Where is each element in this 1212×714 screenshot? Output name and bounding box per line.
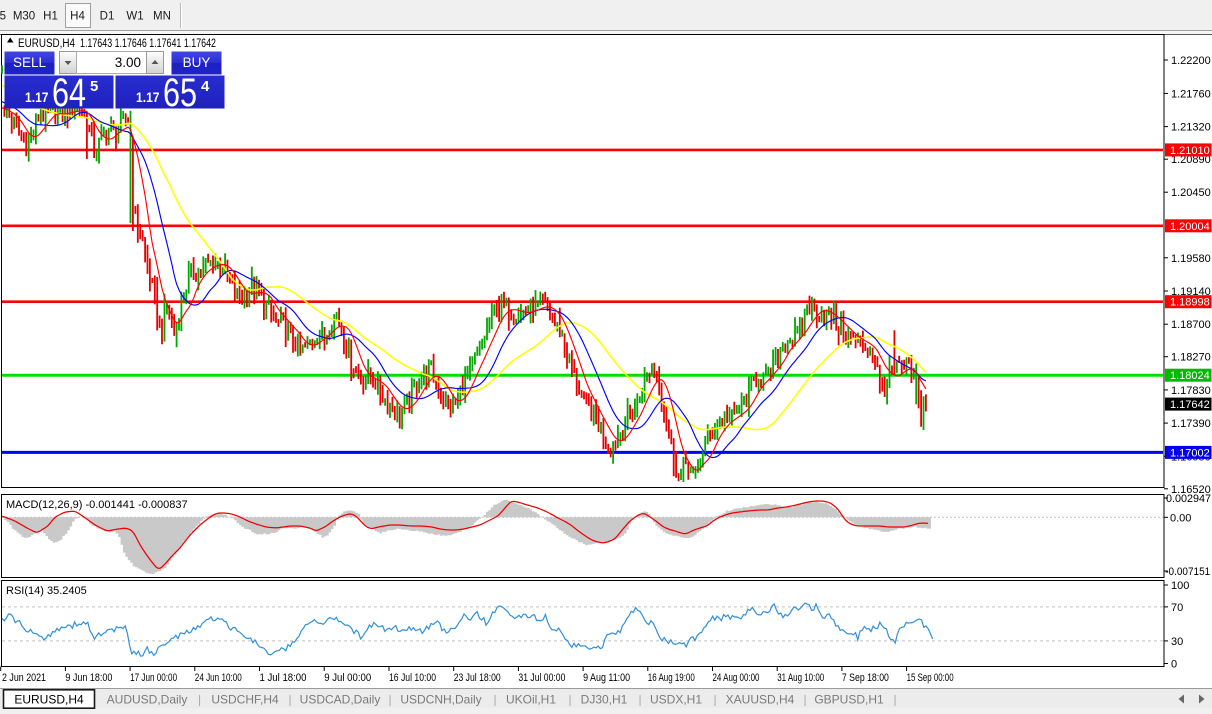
svg-text:0.00: 0.00	[1170, 512, 1191, 524]
svg-text:|: |	[713, 693, 716, 707]
svg-text:H1: H1	[43, 11, 58, 23]
svg-text:3.00: 3.00	[115, 55, 141, 70]
svg-text:1.17: 1.17	[136, 90, 160, 105]
svg-text:1.17642: 1.17642	[1170, 399, 1210, 411]
svg-text:H4: H4	[70, 11, 85, 23]
svg-text:65: 65	[163, 71, 197, 115]
svg-text:5: 5	[90, 78, 98, 95]
svg-text:W1: W1	[126, 11, 143, 23]
svg-text:70: 70	[1171, 602, 1183, 614]
svg-text:1.17: 1.17	[25, 90, 49, 105]
svg-text:1.17390: 1.17390	[1171, 418, 1211, 430]
svg-text:MN: MN	[153, 11, 171, 23]
svg-text:-0.007151: -0.007151	[1165, 566, 1210, 578]
svg-text:|: |	[803, 693, 806, 707]
svg-text:1.21320: 1.21320	[1171, 122, 1211, 134]
svg-text:23 Jul 18:00: 23 Jul 18:00	[454, 672, 501, 684]
svg-text:31 Aug 10:00: 31 Aug 10:00	[777, 672, 824, 684]
svg-text:EURUSD,H4: EURUSD,H4	[14, 693, 84, 707]
svg-text:M30: M30	[13, 11, 35, 23]
svg-text:GBPUSD,H1: GBPUSD,H1	[814, 693, 884, 707]
svg-text:0: 0	[1171, 659, 1177, 671]
svg-text:64: 64	[52, 71, 86, 115]
svg-text:4: 4	[201, 78, 210, 95]
svg-text:1.20890: 1.20890	[1171, 154, 1211, 166]
svg-text:15 Sep 00:00: 15 Sep 00:00	[907, 672, 954, 684]
svg-text:D1: D1	[100, 11, 115, 23]
svg-text:9 Jul 00:00: 9 Jul 00:00	[324, 672, 371, 684]
svg-text:|: |	[493, 693, 496, 707]
svg-text:100: 100	[1171, 580, 1189, 592]
svg-text:1.16520: 1.16520	[1171, 484, 1211, 496]
svg-text:USDCAD,Daily: USDCAD,Daily	[300, 693, 381, 707]
svg-text:RSI(14) 35.2405: RSI(14) 35.2405	[6, 585, 87, 597]
svg-text:24 Jun 10:00: 24 Jun 10:00	[195, 672, 242, 684]
svg-text:30: 30	[1171, 636, 1183, 648]
svg-text:1.20004: 1.20004	[1170, 221, 1210, 233]
svg-text:USDCHF,H4: USDCHF,H4	[211, 693, 279, 707]
svg-text:1.18998: 1.18998	[1170, 297, 1210, 309]
svg-text:24 Aug 00:00: 24 Aug 00:00	[713, 672, 760, 684]
svg-text:5: 5	[0, 11, 6, 23]
svg-text:17 Jun 00:00: 17 Jun 00:00	[130, 672, 177, 684]
svg-text:9 Jun 18:00: 9 Jun 18:00	[65, 672, 112, 684]
svg-text:XAUUSD,H4: XAUUSD,H4	[726, 693, 795, 707]
svg-text:1.20450: 1.20450	[1171, 187, 1211, 199]
svg-text:USDCNH,Daily: USDCNH,Daily	[400, 693, 481, 707]
svg-text:EURUSD,H4: EURUSD,H4	[18, 38, 76, 50]
svg-text:1.22200: 1.22200	[1171, 55, 1211, 67]
svg-text:0.002947: 0.002947	[1166, 493, 1211, 505]
svg-text:7 Sep 18:00: 7 Sep 18:00	[842, 672, 889, 684]
svg-text:1.19140: 1.19140	[1171, 286, 1211, 298]
svg-text:1.17002: 1.17002	[1170, 447, 1210, 459]
svg-text:BUY: BUY	[183, 55, 211, 70]
svg-text:1 Jul 18:00: 1 Jul 18:00	[260, 672, 307, 684]
svg-text:DJ30,H1: DJ30,H1	[581, 693, 628, 707]
svg-text:1.18700: 1.18700	[1171, 319, 1211, 331]
svg-text:1.21760: 1.21760	[1171, 88, 1211, 100]
svg-text:AUDUSD,Daily: AUDUSD,Daily	[107, 693, 188, 707]
svg-text:1.17830: 1.17830	[1171, 385, 1211, 397]
svg-text:1.18270: 1.18270	[1171, 352, 1211, 364]
svg-text:1.17643 1.17646 1.17641 1.1764: 1.17643 1.17646 1.17641 1.17642	[80, 38, 216, 50]
svg-text:2 Jun 2021: 2 Jun 2021	[2, 672, 46, 684]
svg-text:31 Jul 00:00: 31 Jul 00:00	[518, 672, 565, 684]
svg-text:1.21010: 1.21010	[1170, 145, 1210, 157]
svg-text:|: |	[198, 693, 201, 707]
svg-text:|: |	[638, 693, 641, 707]
svg-text:16 Jul 10:00: 16 Jul 10:00	[389, 672, 436, 684]
svg-text:SELL: SELL	[13, 55, 47, 70]
svg-text:|: |	[568, 693, 571, 707]
svg-text:16 Aug 19:00: 16 Aug 19:00	[648, 672, 695, 684]
svg-text:MACD(12,26,9) -0.001441 -0.000: MACD(12,26,9) -0.001441 -0.000837	[6, 499, 188, 511]
svg-text:9 Aug 11:00: 9 Aug 11:00	[583, 672, 630, 684]
svg-text:1.18024: 1.18024	[1170, 370, 1210, 382]
svg-text:|: |	[288, 693, 291, 707]
svg-text:|: |	[388, 693, 391, 707]
svg-text:USDX,H1: USDX,H1	[650, 693, 702, 707]
svg-text:1.19580: 1.19580	[1171, 253, 1211, 265]
svg-text:|: |	[893, 693, 896, 707]
svg-text:UKOil,H1: UKOil,H1	[506, 693, 556, 707]
